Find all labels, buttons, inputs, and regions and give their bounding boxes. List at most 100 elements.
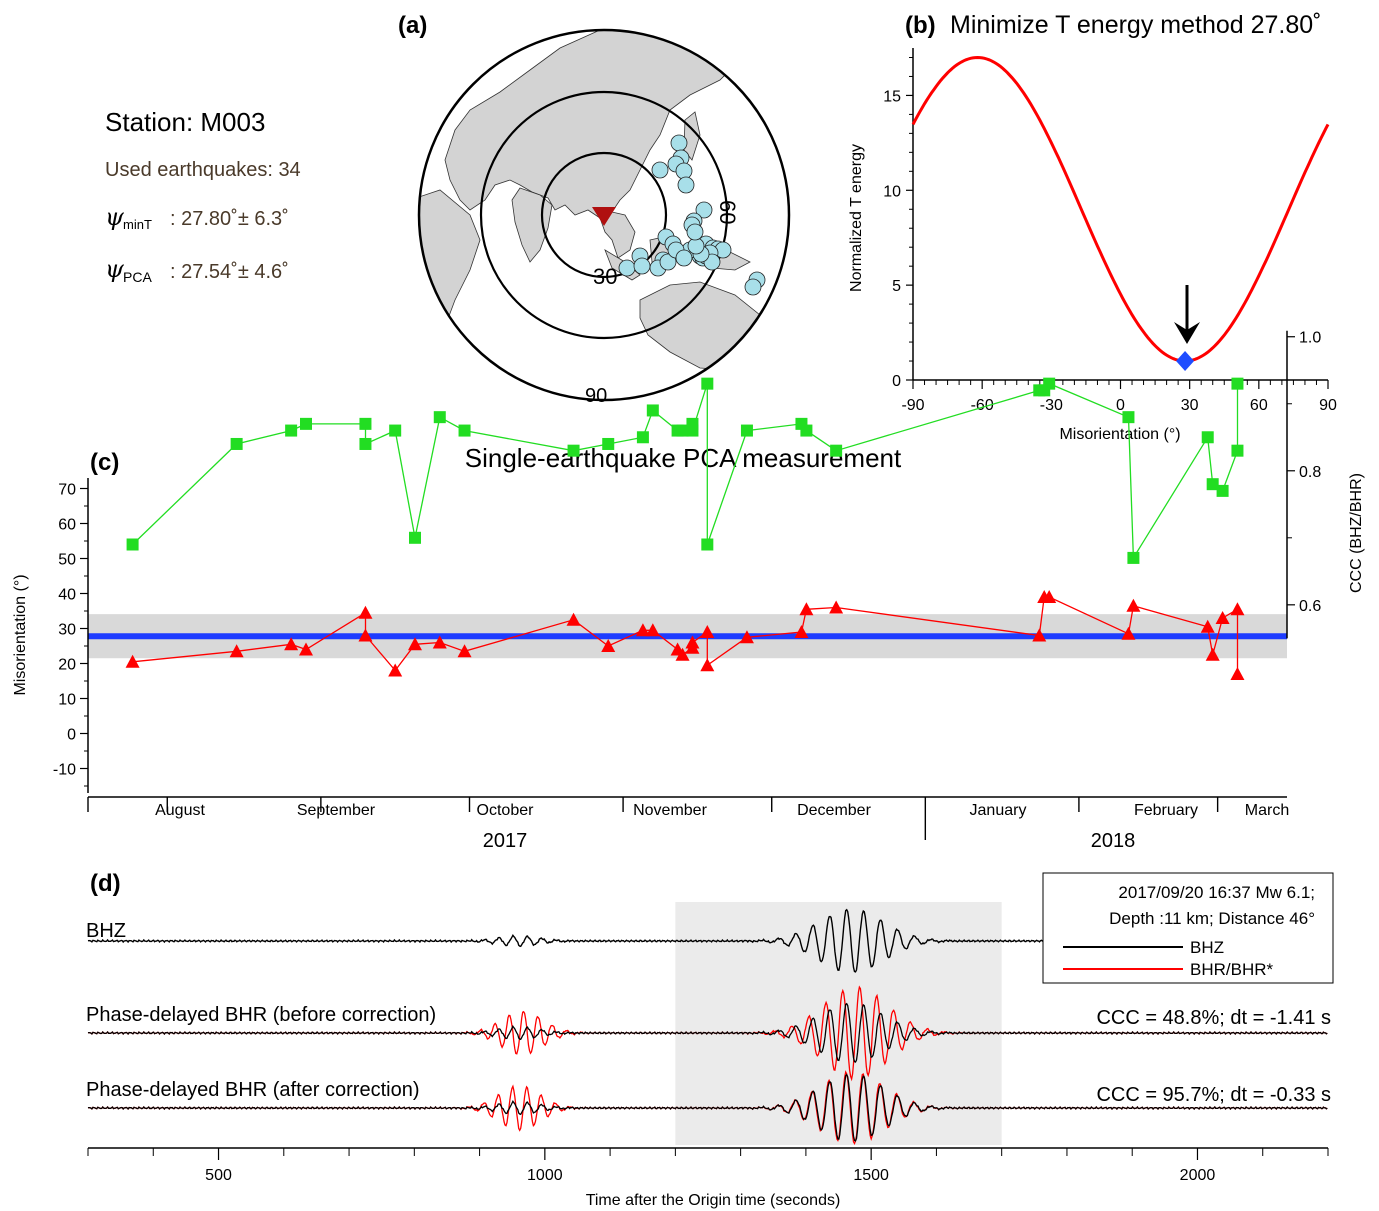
map-border: [417, 28, 791, 402]
misorientation-point: [408, 637, 422, 651]
psi-symbol-mint: ψ: [105, 203, 125, 231]
misorientation-point: [1126, 598, 1141, 612]
y2-tick-label: 1.0: [1299, 330, 1321, 347]
misorientation-series: [125, 590, 1245, 680]
misorientation-point: [229, 644, 244, 658]
ccc-point: [433, 411, 446, 424]
analysis-window: [675, 902, 1002, 1145]
minimum-arrow-icon: [1174, 322, 1200, 344]
misorientation-point: [1200, 619, 1215, 633]
month-label: November: [633, 802, 707, 819]
ccc-point: [359, 437, 372, 450]
misorientation-point: [1230, 602, 1245, 616]
misorientation-point: [358, 628, 373, 642]
y-tick-label: 60: [58, 517, 76, 534]
minimum-marker: [1176, 351, 1195, 372]
ccc-after-label: CCC = 95.7%; dt = -0.33 s: [1096, 1084, 1331, 1106]
misorientation-point: [700, 658, 715, 672]
y-tick-label: 0: [67, 727, 76, 744]
ring-label-60: 60: [715, 200, 740, 224]
panel-b-axes: 0 5 10 15 -90 -60 -30 0 30 60 90: [883, 48, 1337, 414]
misorientation-point: [675, 647, 690, 661]
used-earthquakes-label: Used earthquakes: 34: [105, 159, 301, 181]
trace-bhz-after: [87, 1073, 1328, 1142]
panel-d-label: (d): [90, 870, 121, 897]
x-tick-label: 1500: [853, 1167, 889, 1184]
x-tick-label: 90: [1319, 397, 1337, 414]
misorientation-point: [635, 623, 650, 637]
panel-c-title: Single-earthquake PCA measurement: [465, 443, 902, 473]
ccc-point: [1043, 377, 1056, 390]
y-tick-label: 50: [58, 552, 76, 569]
misorientation-point: [566, 612, 581, 626]
y2-tick-label: 0.6: [1299, 598, 1321, 615]
x-tick-label: 500: [205, 1167, 232, 1184]
panel-c-axes: 70 60 50 40 30 20 10 0 -10 1.0 0.8 0.6: [53, 330, 1321, 840]
y-tick-label: 40: [58, 587, 76, 604]
azimuthal-map: [419, 30, 789, 400]
psi-pca-subscript: PCA: [123, 269, 152, 285]
ccc-point: [300, 417, 312, 430]
ccc-before-label: CCC = 48.8%; dt = -1.41 s: [1096, 1007, 1331, 1029]
year-label: 2018: [1091, 830, 1136, 852]
misorientation-point: [125, 654, 140, 668]
misorientation-point: [388, 663, 403, 677]
y-tick-label: 15: [883, 88, 901, 105]
ccc-point: [1201, 431, 1214, 444]
panel-c-label: (c): [90, 449, 119, 476]
event-marker: [675, 249, 693, 267]
month-label: October: [477, 802, 535, 819]
y-tick-label: 30: [58, 622, 76, 639]
event-marker: [618, 259, 636, 277]
ccc-point: [230, 437, 243, 450]
misorientation-point: [299, 642, 313, 656]
ccc-point: [126, 538, 139, 551]
date-axis: August September October November Decemb…: [155, 802, 1289, 852]
y-tick-label: 10: [883, 183, 901, 200]
t-energy-curve: [911, 55, 1330, 363]
y-tick-label: 70: [58, 482, 76, 499]
event-marker: [686, 223, 704, 241]
psi-mint-subscript: minT: [123, 217, 152, 232]
ccc-point: [701, 538, 714, 551]
trace-label-bhz: BHZ: [86, 920, 126, 942]
y-tick-label: 0: [892, 373, 901, 390]
panel-c-ylabel: Misorientation (°): [12, 574, 29, 695]
month-label: January: [970, 802, 1027, 819]
ccc-point: [740, 424, 753, 437]
ccc-point: [830, 444, 843, 457]
psi-symbol-pca: ψ: [105, 255, 125, 283]
trace-label-after: Phase-delayed BHR (after correction): [86, 1079, 419, 1101]
x-tick-label: 2000: [1180, 1167, 1216, 1184]
legend-label-bhr: BHR/BHR*: [1190, 960, 1274, 979]
panel-b-title: Minimize T energy method 27.80˚: [950, 11, 1321, 39]
event-marker: [659, 253, 677, 271]
misorientation-point: [1042, 590, 1057, 603]
misorientation-point: [1121, 626, 1136, 640]
y-tick-label: 20: [58, 657, 76, 674]
misorientation-point: [1205, 647, 1220, 661]
panel-b-ylabel: Normalized T energy: [848, 144, 865, 292]
landmass-indochina: [599, 211, 636, 259]
x-tick-label: -30: [1040, 397, 1063, 414]
ccc-point: [676, 424, 689, 437]
x-tick-label: 60: [1250, 397, 1268, 414]
ccc-point: [389, 424, 402, 437]
ring-label-30: 30: [593, 264, 617, 289]
ccc-point: [285, 424, 298, 437]
month-label: February: [1134, 802, 1198, 819]
ccc-point: [359, 417, 372, 430]
ccc-point: [636, 431, 649, 444]
y-tick-label: 10: [58, 692, 76, 709]
panel-b: (b) Minimize T energy method 27.80˚ 0 5 10…: [848, 11, 1337, 443]
trace-label-before: Phase-delayed BHR (before correction): [86, 1004, 436, 1026]
panel-b-label: (b): [905, 12, 936, 39]
event-marker: [744, 278, 762, 296]
event-marker: [670, 134, 688, 152]
y-tick-label: 5: [892, 278, 901, 295]
misorientation-point: [794, 625, 809, 638]
ccc-point: [646, 404, 659, 417]
ring-60: [479, 90, 729, 340]
misorientation-point: [432, 635, 447, 649]
